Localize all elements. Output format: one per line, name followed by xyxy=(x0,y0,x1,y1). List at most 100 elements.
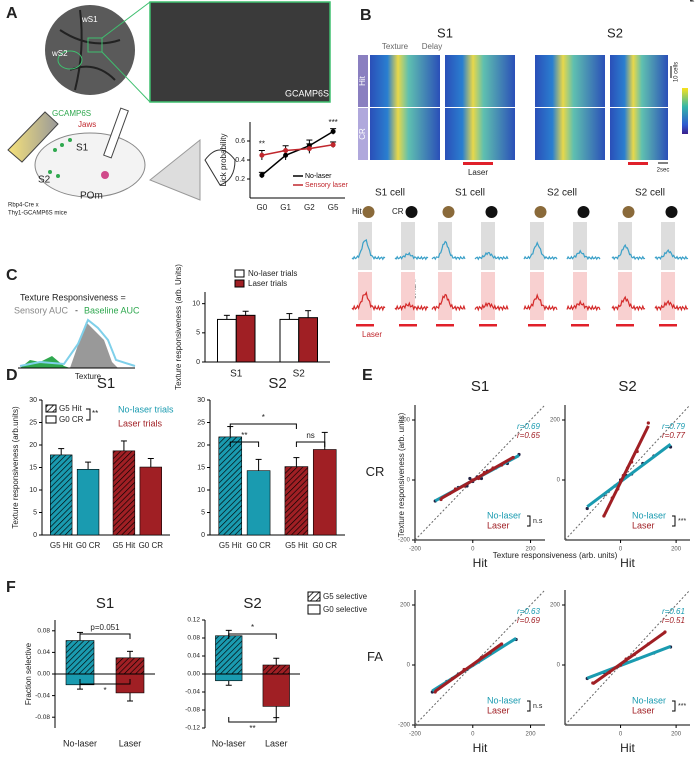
y-tick-label: 0.04 xyxy=(37,649,50,656)
laser-epoch xyxy=(481,272,495,320)
point xyxy=(646,421,650,425)
x-tick-label: 200 xyxy=(671,732,682,738)
y-tick-label: 200 xyxy=(550,418,561,424)
x-label: Hit xyxy=(620,556,635,570)
x-tick-label: 200 xyxy=(671,547,682,553)
x-tick-label: G5 Hit xyxy=(285,541,308,550)
chart-title: S2 xyxy=(618,378,636,395)
y-tick-label: 0.04 xyxy=(187,653,200,660)
r-label: r=0.65 xyxy=(517,431,540,440)
identity-line xyxy=(564,404,691,541)
x-tick-label: 0 xyxy=(619,732,623,738)
y-tick-label: -0.04 xyxy=(35,692,50,699)
legend-label: Laser trials xyxy=(248,279,287,288)
label: Jaws xyxy=(78,120,96,129)
laser-bar xyxy=(659,324,677,327)
legend-label: Laser xyxy=(632,705,655,715)
y-label: Texture responsiveness (arb. units) xyxy=(397,412,406,537)
y-tick-label: -0.08 xyxy=(35,714,50,721)
fit-line xyxy=(434,642,503,693)
y-tick-label: 0.08 xyxy=(187,635,200,642)
epoch-label: Texture xyxy=(382,42,409,51)
bracket xyxy=(79,633,131,639)
bracket xyxy=(229,441,260,447)
chart-title: S2 xyxy=(243,595,261,612)
panel-label: F xyxy=(6,579,16,596)
panel-label: B xyxy=(360,7,372,24)
laser-bar xyxy=(399,324,417,327)
image-label: wS1 xyxy=(81,15,98,24)
y-tick-label: 15 xyxy=(197,464,205,471)
point xyxy=(306,146,312,152)
point xyxy=(330,129,336,134)
x-label: Hit xyxy=(620,741,635,755)
x-tick-label: -200 xyxy=(409,547,422,553)
y-tick-label: 0 xyxy=(201,532,205,539)
y-label: Texture responsiveness (arb. Units) xyxy=(174,264,183,390)
gcamp-image xyxy=(149,1,331,103)
legend-label: No-laser xyxy=(487,695,521,705)
trace xyxy=(654,299,689,312)
legend-label: G5 selective xyxy=(323,592,368,601)
bar xyxy=(112,450,136,536)
legend-label: No-laser xyxy=(305,173,332,180)
annotation: ** xyxy=(241,431,247,440)
laser-label: Laser xyxy=(468,168,488,177)
legend-label: No-laser trials xyxy=(118,404,174,414)
annotation: *** xyxy=(328,118,337,127)
trace xyxy=(611,295,646,312)
zoom-line xyxy=(101,51,151,103)
y-tick-label: 20 xyxy=(29,442,37,449)
bracket xyxy=(672,700,676,712)
x-tick-label: G5 Hit xyxy=(219,541,242,550)
point xyxy=(259,172,265,178)
texture-epoch xyxy=(438,222,452,270)
y-tick-label: 200 xyxy=(550,603,561,609)
y-tick-label: 20 xyxy=(197,442,205,449)
x-tick-label: G5 Hit xyxy=(50,541,73,550)
laser-bar xyxy=(356,324,374,327)
trace xyxy=(474,251,509,261)
r-label: r=0.69 xyxy=(517,616,540,625)
bracket xyxy=(86,408,91,421)
x-tick-label: G5 xyxy=(328,203,339,212)
ws2-outline xyxy=(57,50,83,70)
label: POm xyxy=(80,191,103,202)
laser-epoch xyxy=(661,272,675,320)
x-tick-label: 200 xyxy=(526,732,537,738)
trace xyxy=(566,299,601,312)
x-label: Hit xyxy=(473,556,488,570)
stimulus-icon xyxy=(577,206,590,218)
x-tick-label: 200 xyxy=(526,547,537,553)
point xyxy=(283,148,289,153)
bar xyxy=(115,657,145,675)
bar xyxy=(218,436,243,536)
pom xyxy=(101,171,109,179)
trace xyxy=(431,240,466,261)
bar xyxy=(262,673,290,707)
y-label: Texture responsiveness (arb.units) xyxy=(11,406,20,529)
y-tick-label: 10 xyxy=(192,301,200,308)
roi xyxy=(87,37,103,53)
y-tick-label: 200 xyxy=(400,418,411,424)
x-tick-label: 0 xyxy=(471,547,475,553)
laser-bar xyxy=(479,324,497,327)
y-label: Fraction selective xyxy=(24,642,33,705)
cell xyxy=(68,138,72,142)
legend-label: No-laser xyxy=(632,695,666,705)
bar xyxy=(76,468,100,536)
trace xyxy=(523,241,558,261)
x-tick-label: G0 xyxy=(257,203,268,212)
texture-epoch xyxy=(661,222,675,270)
fit-line xyxy=(602,425,650,517)
bar xyxy=(262,664,290,675)
row-label: Hit xyxy=(358,75,367,86)
texture-epoch xyxy=(358,222,372,270)
x-label: Hit xyxy=(473,741,488,755)
y-tick-label: 5 xyxy=(201,509,205,516)
x-tick-label: G1 xyxy=(280,203,291,212)
trace xyxy=(474,301,509,312)
laser-bar xyxy=(628,162,648,165)
